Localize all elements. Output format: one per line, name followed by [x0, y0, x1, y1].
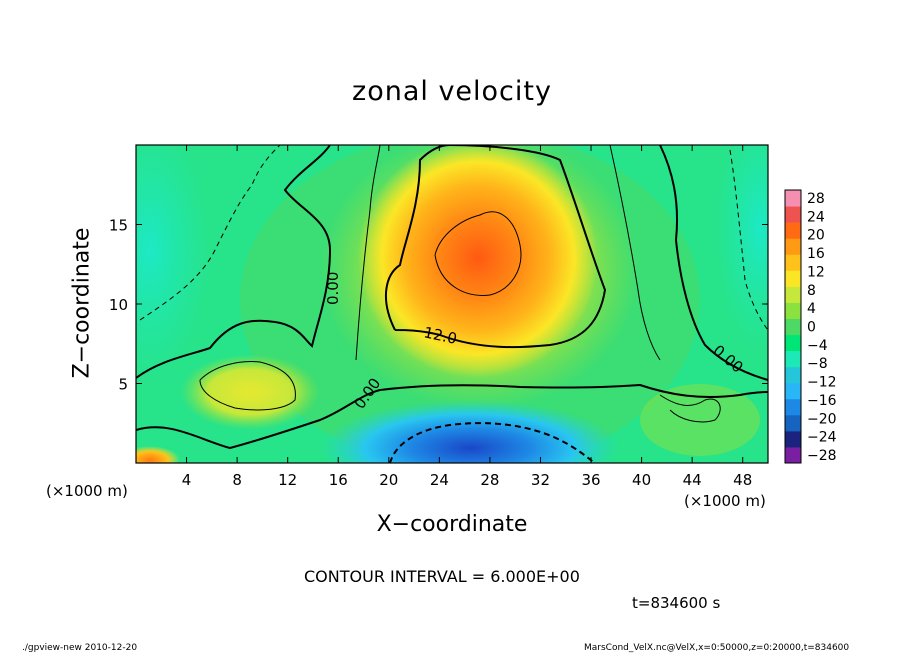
x-tick-label: 16: [329, 471, 348, 489]
x-tick-label: 8: [232, 471, 242, 489]
contour-label-0: 0.00: [324, 272, 342, 305]
x-tick-label: 24: [430, 471, 449, 489]
colorbar-frame: [784, 189, 802, 464]
x-tick-label: 36: [581, 471, 600, 489]
colorbar-label: −12: [807, 375, 837, 391]
y-tick-label: 15: [109, 217, 128, 235]
x-unit-left: (×1000 m): [46, 482, 128, 500]
footer-left: ./gpview-new 2010-12-20: [22, 643, 138, 653]
y-tick-label: 10: [109, 296, 128, 314]
colorbar-label: 12: [807, 264, 825, 280]
x-tick-label: 48: [733, 471, 752, 489]
colorbar-label: 28: [807, 191, 825, 207]
colorbar-swatch: [785, 366, 801, 384]
time-label: t=834600 s: [632, 594, 721, 612]
colorbar-swatch: [785, 270, 801, 287]
colorbar-swatch: [785, 382, 801, 400]
x-tick-label: 32: [531, 471, 550, 489]
chart-title: zonal velocity: [352, 76, 552, 107]
colorbar-label: −24: [807, 430, 837, 446]
colorbar-label: 8: [807, 283, 816, 299]
colorbar-label: 4: [807, 301, 816, 317]
x-tick-label: 20: [379, 471, 398, 489]
colorbar-label: 24: [807, 209, 825, 225]
colorbar-label: −16: [807, 393, 837, 409]
colorbar-swatch: [785, 398, 801, 416]
x-tick-label: 4: [182, 471, 192, 489]
footer-right: MarsCond_VelX.nc@VelX,x=0:50000,z=0:2000…: [584, 643, 850, 653]
colorbar-swatch: [785, 350, 801, 368]
colorbar-swatch: [785, 254, 801, 271]
colorbar-label: 20: [807, 228, 825, 244]
colorbar-swatch: [785, 190, 801, 207]
colorbar-swatch: [785, 238, 801, 255]
x-tick-label: 28: [480, 471, 499, 489]
colorbar-label: 0: [807, 320, 816, 336]
y-axis-label: Z−coordinate: [69, 227, 95, 379]
x-tick-label: 44: [683, 471, 702, 489]
colorbar-label: −4: [807, 338, 828, 354]
contour-interval-note: CONTOUR INTERVAL = 6.000E+00: [304, 567, 580, 586]
heatmap-field: [136, 145, 768, 463]
colorbar-swatch: [785, 334, 801, 352]
colorbar-swatch: [785, 430, 801, 448]
colorbar-swatch: [785, 286, 801, 303]
x-axis-label: X−coordinate: [376, 512, 528, 537]
colorbar-swatch: [785, 446, 801, 464]
colorbar-label: −8: [807, 356, 828, 372]
colorbar-swatch: [785, 222, 801, 239]
colorbar: 28 24 20 16 12 8 4 0 −4 −8 −12 −16 −20 −24 −28: [784, 189, 837, 464]
colorbar-swatch: [785, 206, 801, 223]
y-tick-label: 5: [118, 376, 128, 394]
colorbar-label: −28: [807, 448, 837, 464]
contour-lines: [136, 145, 768, 463]
colorbar-swatch: [785, 302, 801, 319]
x-tick-label: 12: [278, 471, 297, 489]
x-tick-label: 40: [632, 471, 651, 489]
colorbar-swatch: [785, 414, 801, 432]
colorbar-label: 16: [807, 246, 825, 262]
colorbar-swatch: [785, 318, 801, 336]
x-unit-right: (×1000 m): [684, 492, 766, 510]
colorbar-label: −20: [807, 411, 837, 427]
